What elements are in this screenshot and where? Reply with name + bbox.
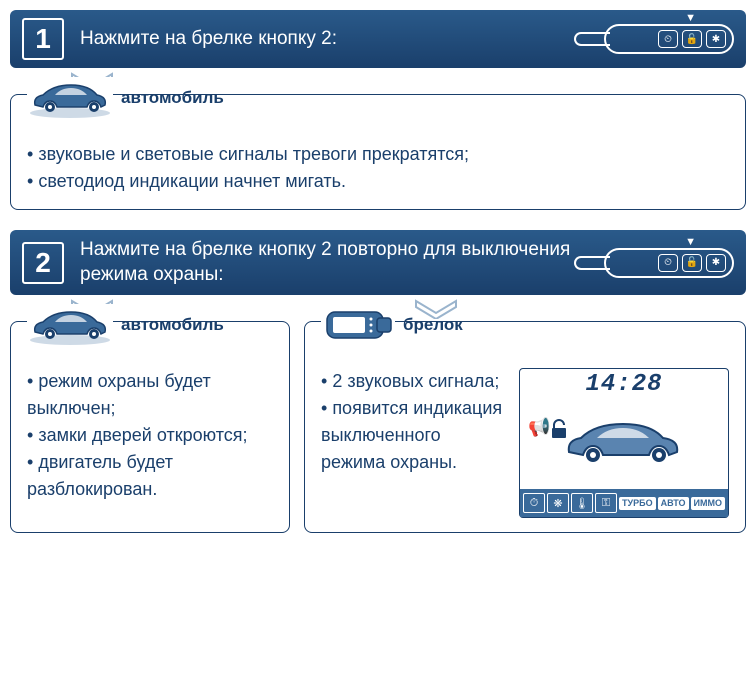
remote-button-3: ✱ [706,254,726,272]
list-item: двигатель будет разблокирован. [27,449,273,503]
step-1-number: 1 [22,18,64,60]
lcd-tag: АВТО [658,497,689,510]
remote-pointer-icon: ▼ [685,236,696,248]
remote-button-2: 🔓 [682,254,702,272]
result-car-label: автомобиль [27,304,224,346]
list-item: светодиод индикации начнет мигать. [27,168,729,195]
list-item: звуковые и световые сигналы тревоги прек… [27,141,729,168]
remote-fob-illustration: ▼ ⏲ 🔓 ✱ [574,18,734,60]
result-car-label: автомобиль [27,77,224,119]
result-car-title: автомобиль [121,315,224,335]
remote-button-3: ✱ [706,30,726,48]
horn-icon: 📢 [528,417,550,438]
car-icon [27,304,113,346]
remote-fob-illustration: ▼ ⏲ 🔓 ✱ [574,242,734,284]
remote-button-2: 🔓 [682,30,702,48]
step-1-instruction: Нажмите на брелке кнопку 2: [80,27,574,52]
step-2-number: 2 [22,242,64,284]
list-item: режим охраны будет выключен; [27,368,273,422]
lcd-car-icon [559,412,689,468]
step-2-instruction: Нажмите на брелке кнопку 2 повторно для … [80,238,574,287]
result-car-title: автомобиль [121,88,224,108]
result-fob-label: брелок [321,304,463,346]
step-1-header: 1 Нажмите на брелке кнопку 2: ▼ ⏲ 🔓 ✱ [10,10,746,68]
remote-pointer-icon: ▼ [685,12,696,24]
remote-button-1: ⏲ [658,30,678,48]
clock-icon: ⏱ [523,493,545,513]
step-2-results: автомобиль режим охраны будет выключен; … [10,321,746,533]
temp-icon: 🌡 [571,493,593,513]
remote-button-1: ⏲ [658,254,678,272]
step-1-results: автомобиль звуковые и световые сигналы т… [10,94,746,210]
lcd-tag: ИММО [691,497,725,510]
result-fob-title: брелок [403,315,463,335]
unlock-icon [550,419,568,445]
result-car-box: автомобиль звуковые и световые сигналы т… [10,94,746,210]
lcd-bottom-bar: ⏱ ❋ 🌡 ⚿ ТУРБО АВТО ИММО [520,489,728,517]
list-item: замки дверей откроются; [27,422,273,449]
step-2: 2 Нажмите на брелке кнопку 2 повторно дл… [10,230,746,533]
list-item: 2 звуковых сигнала; [321,368,507,395]
fan-icon: ❋ [547,493,569,513]
keyfob-icon [321,304,395,346]
result-fob-box: брелок 2 звуковых сигнала; появится инди… [304,321,746,533]
step-1: 1 Нажмите на брелке кнопку 2: ▼ ⏲ 🔓 ✱ [10,10,746,210]
car-icon [27,77,113,119]
result-fob-list: 2 звуковых сигнала; появится индикация в… [321,368,507,476]
result-car-box: автомобиль режим охраны будет выключен; … [10,321,290,533]
result-car-list: звуковые и световые сигналы тревоги прек… [27,141,729,195]
lcd-screen: 14:28 📢 [519,368,729,518]
list-item: появится индикация выключенного режима о… [321,395,507,476]
result-car-list: режим охраны будет выключен; замки двере… [27,368,273,503]
key-icon: ⚿ [595,493,617,513]
lcd-time: 14:28 [585,371,662,398]
lcd-tag: ТУРБО [619,497,656,510]
step-2-header: 2 Нажмите на брелке кнопку 2 повторно дл… [10,230,746,295]
